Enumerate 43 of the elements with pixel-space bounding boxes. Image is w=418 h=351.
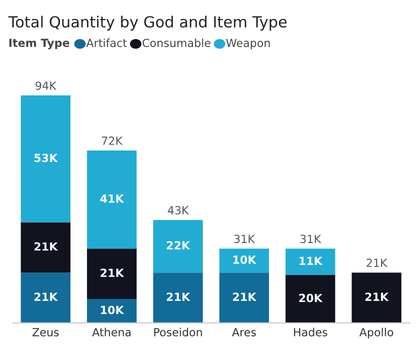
legend-label: Consumable [142, 38, 210, 48]
bar [153, 220, 203, 273]
x-tick-label: Zeus [32, 328, 59, 336]
data-label: 21K [233, 292, 257, 301]
total-label: 43K [168, 206, 189, 214]
bar [286, 248, 336, 276]
data-label: 20K [299, 294, 323, 302]
bar [219, 248, 269, 273]
x-tick-label: Athena [92, 328, 131, 336]
data-label: 11K [300, 256, 323, 265]
bar [20, 222, 70, 273]
bar [86, 298, 137, 323]
total-label: 21K [366, 258, 388, 267]
bar [20, 272, 70, 323]
data-label: 41K [100, 194, 124, 203]
data-label: 21K [166, 292, 190, 301]
bar [86, 150, 137, 249]
data-label: 10K [101, 306, 124, 314]
x-tick-label: Poseidon [154, 328, 202, 336]
x-tick-label: Hades [294, 328, 328, 336]
legend-label: Artifact [86, 38, 127, 48]
total-label: 72K [102, 136, 123, 145]
chart-title: Total Quantity by God and Item Type [8, 16, 287, 31]
legend-label: Weapon [226, 38, 270, 50]
data-label: 21K [100, 268, 124, 277]
data-label: 22K [166, 241, 190, 250]
bar [219, 272, 269, 323]
legend-title: Item Type [9, 38, 70, 50]
data-label: 53K [34, 154, 58, 162]
x-tick-label: Ares [232, 328, 256, 336]
data-label: 21K [34, 242, 58, 251]
bar [153, 272, 203, 323]
data-label: 10K [233, 255, 257, 264]
bar [286, 275, 336, 323]
total-label: 31K [234, 234, 256, 244]
data-label: 21K [365, 292, 389, 301]
bar [352, 272, 402, 323]
bar [86, 248, 137, 299]
x-tick-label: Apollo [359, 328, 394, 339]
data-label: 21K [34, 292, 58, 301]
total-label: 94K [36, 81, 57, 90]
total-label: 31K [300, 234, 322, 244]
bar [20, 95, 70, 222]
